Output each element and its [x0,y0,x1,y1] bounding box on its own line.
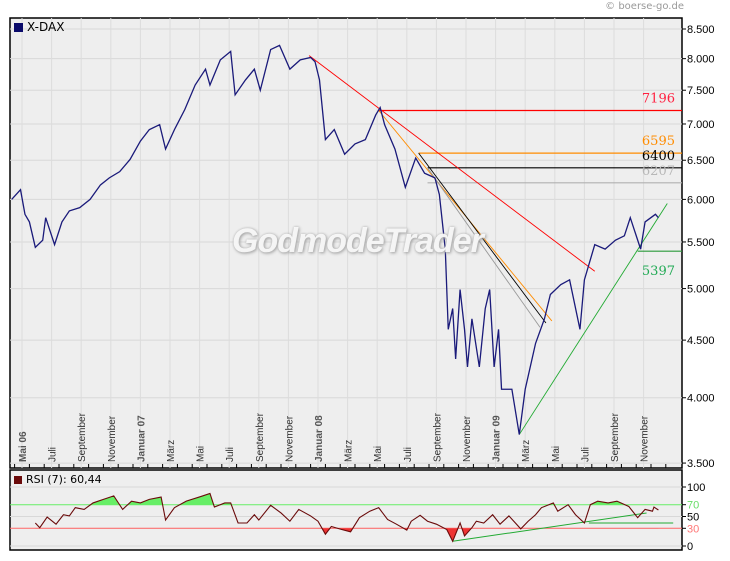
trendline [427,167,541,328]
x-tick-label: Mai [551,446,562,462]
x-tick-label: November [462,415,473,462]
rsi-chart-title: RSI (7): 60,44 [26,473,102,486]
level-label-7196: 7196 [642,91,675,106]
x-tick-label: März [166,440,177,462]
rsi-swatch-icon [14,475,22,484]
x-tick-label: Mai 06 [18,431,29,462]
x-tick-label: September [610,412,621,462]
x-tick-label: Mai [196,446,207,462]
y-tick-label: 7.000 [687,119,715,131]
x-tick-label: November [640,415,651,462]
x-tick-label: Januar 08 [314,415,325,462]
x-tick-label: September [432,412,443,462]
rsi-legend: RSI (7): 60,44 [14,473,102,486]
x-tick-label: März [521,440,532,462]
y-tick-label: 8.000 [687,54,715,66]
y-tick-label: 5.500 [687,237,715,249]
rsi-panel [9,469,683,551]
x-tick-label: Juli [225,447,236,462]
level-label-6207: 6207 [642,164,675,179]
rsi-line [34,492,659,543]
level-label-6595: 6595 [642,134,675,149]
x-tick-label: März [344,440,355,462]
rsi-trendline [452,512,647,542]
x-tick-label: Juli [48,447,59,462]
rsi-y-tick-label: 50 [687,512,699,524]
rsi-overbought-fill [90,493,625,505]
main-panel [9,17,683,469]
level-label-6400: 6400 [642,149,675,164]
copyright-label: © boerse-go.de [605,1,684,12]
price-line [11,44,659,435]
y-tick-label: 6.500 [687,155,715,167]
y-tick-label: 5.000 [687,284,715,296]
y-tick-label: 8.500 [687,24,715,36]
x-tick-label: Januar 07 [136,415,147,462]
x-tick-label: November [284,415,295,462]
y-tick-label: 4.500 [687,335,715,347]
y-tick-label: 6.000 [687,194,715,206]
rsi-y-tick-label: 30 [687,523,699,535]
rsi-y-tick-label: 100 [687,482,705,494]
trendline [418,152,547,324]
x-tick-label: Januar 09 [492,415,503,462]
level-label-5397: 5397 [642,264,675,279]
x-tick-label: Juli [403,447,414,462]
main-legend: X-DAX [14,20,64,34]
y-tick-label: 4.000 [687,393,715,405]
x-tick-label: Mai [373,446,384,462]
x-tick-label: September [255,412,266,462]
main-chart-title: X-DAX [27,20,65,34]
y-tick-label: 3.500 [687,458,715,470]
trendline [308,55,596,272]
trendline [518,203,668,435]
series-swatch-icon [14,22,23,32]
rsi-y-tick-label: 0 [687,541,693,553]
x-tick-label: September [77,412,88,462]
x-tick-label: November [107,415,118,462]
watermark-logo: GodmodeTrader [232,222,484,260]
y-tick-label: 7.500 [687,85,715,97]
rsi-y-tick-label: 70 [687,500,699,512]
x-tick-label: Juli [580,447,591,462]
